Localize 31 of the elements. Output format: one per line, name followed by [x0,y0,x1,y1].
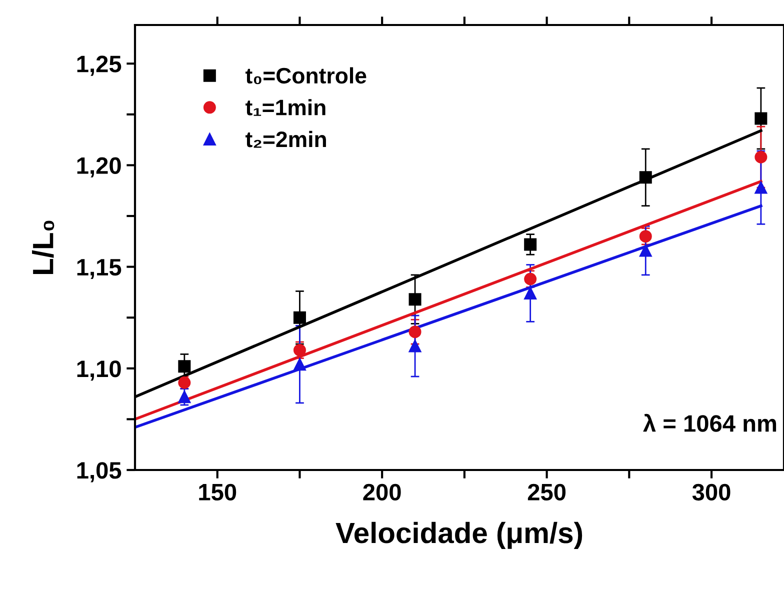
point [408,340,422,352]
legend-label: t₂=2min [246,130,326,148]
annotation: λ = 1064 nm [643,414,776,432]
y-axis-title: L/L₀ [32,220,54,274]
point [178,360,191,373]
point [293,344,306,356]
point [754,181,768,194]
x-tick-label: 200 [363,484,401,501]
x-tick-label: 250 [528,484,566,501]
x-tick-label: 150 [199,484,236,501]
point [754,112,768,125]
legend-label: t₁=1min [246,99,326,116]
point [639,244,652,257]
point [293,311,306,324]
point [293,358,306,371]
point [408,293,422,306]
point [754,150,768,164]
point [524,238,537,251]
point [639,230,652,243]
y-tick-label: 1,10 [77,360,121,381]
y-tick-label: 1,20 [77,157,121,178]
y-tick-label: 1,15 [77,259,122,280]
legend-label: t₀=Controle [246,67,366,84]
point [524,272,537,286]
x-tick-label: 300 [692,484,730,501]
point [178,390,191,404]
point [408,326,422,338]
x-axis-title: Velocidade (μm/s) [336,522,582,550]
point [639,171,652,184]
y-tick-label: 1,05 [77,462,122,482]
y-tick-label: 1,25 [77,56,122,76]
